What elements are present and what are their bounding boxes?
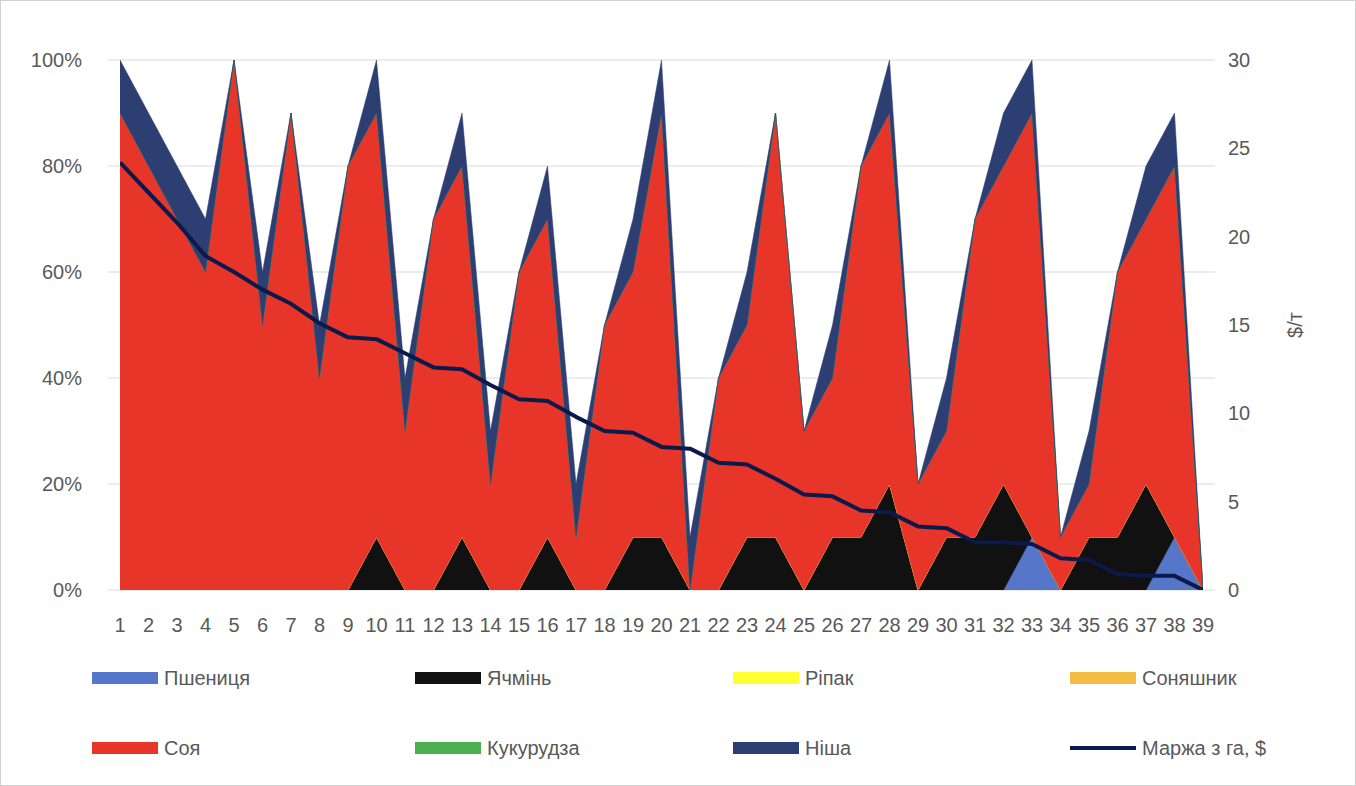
x-tick-label: 23 [736,614,758,636]
x-tick-label: 5 [228,614,239,636]
chart: 0%20%40%60%80%100%051015202530$/т1234567… [0,0,1356,786]
y2-axis-title: $/т [1284,312,1306,338]
legend-label: Ріпак [805,667,854,689]
y2-tick-label: 15 [1228,314,1250,336]
area [120,60,1203,590]
x-tick-label: 37 [1135,614,1157,636]
x-tick-label: 11 [395,614,416,636]
y2-tick-label: 20 [1228,226,1250,248]
y-tick-label: 40% [42,367,82,389]
x-tick-label: 19 [622,614,644,636]
x-tick-label: 4 [200,614,211,636]
x-tick-label: 18 [593,614,615,636]
plot-area [120,60,1203,590]
legend-item: Ячмінь [415,667,552,689]
x-tick-label: 16 [536,614,558,636]
legend-swatch [1070,672,1136,684]
legend-label: Ячмінь [487,667,552,689]
legend-item: Соняшник [1070,667,1237,689]
x-tick-label: 12 [422,614,444,636]
y-tick-label: 0% [53,579,82,601]
y-tick-label: 80% [42,155,82,177]
x-tick-label: 39 [1192,614,1214,636]
line [120,162,1203,590]
legend-label: Кукурудза [487,737,580,759]
x-tick-label: 34 [1049,614,1071,636]
x-tick-label: 24 [764,614,786,636]
legend-label: Соя [164,737,200,759]
legend-swatch [92,672,158,684]
legend-item: Маржа з га, $ [1070,737,1266,759]
legend-label: Ніша [805,737,852,759]
legend-swatch [1070,746,1136,750]
x-tick-label: 25 [793,614,815,636]
legend-item: Ріпак [733,667,854,689]
x-tick-label: 32 [992,614,1014,636]
x-tick-label: 20 [650,614,672,636]
legend-item: Пшениця [92,667,250,689]
x-tick-label: 14 [479,614,501,636]
legend-swatch [92,742,158,754]
x-tick-label: 35 [1078,614,1100,636]
x-tick-label: 22 [707,614,729,636]
x-tick-label: 10 [365,614,387,636]
legend-item: Ніша [733,737,852,759]
y-tick-label: 20% [42,473,82,495]
x-tick-label: 8 [314,614,325,636]
x-tick-label: 2 [143,614,154,636]
x-tick-label: 3 [171,614,182,636]
x-tick-label: 26 [821,614,843,636]
y-tick-label: 60% [42,261,82,283]
chart-frame [1,1,1356,786]
y2-tick-label: 30 [1228,49,1250,71]
area [120,60,1203,590]
x-tick-label: 28 [878,614,900,636]
legend-item: Соя [92,737,200,759]
x-tick-label: 13 [451,614,473,636]
x-tick-label: 38 [1163,614,1185,636]
x-tick-label: 30 [935,614,957,636]
x-tick-label: 7 [285,614,296,636]
legend-swatch [415,742,481,754]
area [120,60,1203,590]
y2-tick-label: 10 [1228,402,1250,424]
x-tick-label: 1 [114,614,125,636]
x-tick-label: 27 [850,614,872,636]
x-tick-label: 29 [907,614,929,636]
x-tick-label: 9 [342,614,353,636]
legend-label: Пшениця [164,667,250,689]
y-tick-label: 100% [31,49,82,71]
y2-tick-label: 5 [1228,491,1239,513]
legend-label: Маржа з га, $ [1142,737,1266,759]
legend-swatch [733,672,799,684]
y2-tick-label: 25 [1228,137,1250,159]
x-tick-label: 21 [679,614,701,636]
x-tick-label: 33 [1021,614,1043,636]
legend-label: Соняшник [1142,667,1237,689]
y2-tick-label: 0 [1228,579,1239,601]
legend-item: Кукурудза [415,737,580,759]
x-tick-label: 6 [257,614,268,636]
x-tick-label: 31 [964,614,986,636]
x-tick-label: 17 [565,614,587,636]
legend-swatch [733,742,799,754]
x-tick-label: 36 [1106,614,1128,636]
x-tick-label: 15 [508,614,530,636]
legend-swatch [415,672,481,684]
